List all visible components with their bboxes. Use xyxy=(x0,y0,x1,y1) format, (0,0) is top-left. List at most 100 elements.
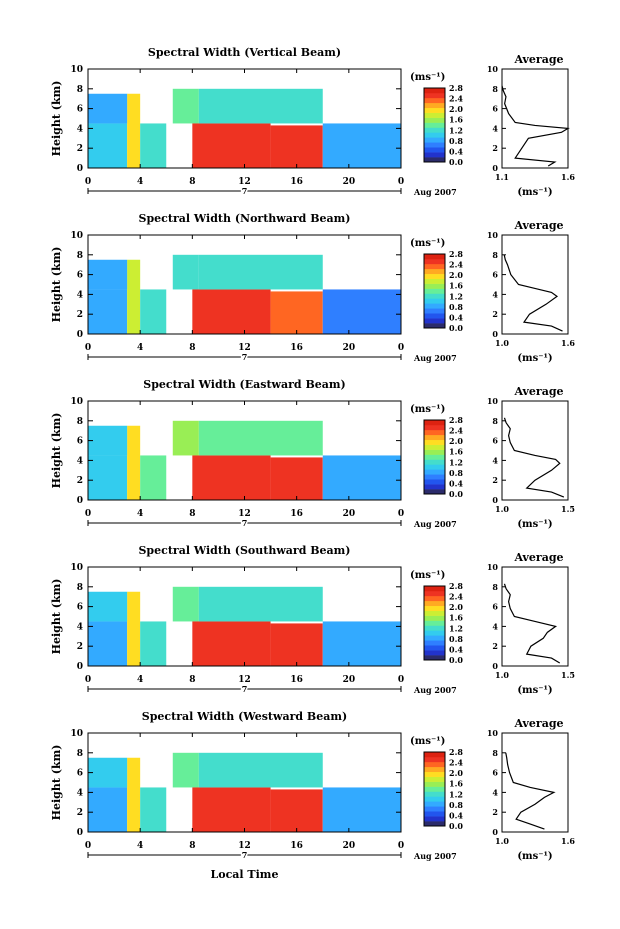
average-x-label: (ms⁻¹) xyxy=(517,851,552,862)
colorbar-segment xyxy=(424,293,445,299)
y-axis-label: Height (km) xyxy=(50,579,63,655)
x-tick-label: 20 xyxy=(343,841,356,851)
x-tick-label: 16 xyxy=(290,343,303,353)
average-x-tick-label: 1.6 xyxy=(561,172,575,182)
colorbar-tick-label: 2.4 xyxy=(449,260,463,270)
y-tick-label: 4 xyxy=(77,456,83,466)
heatmap-cell xyxy=(192,787,271,832)
heatmap-cell xyxy=(172,420,199,456)
colorbar-segment xyxy=(424,147,445,153)
colorbar-segment xyxy=(424,811,445,817)
y-tick-label: 0 xyxy=(77,496,83,506)
average-x-tick-label: 1.5 xyxy=(561,504,575,514)
date-label: Aug 2007 xyxy=(413,851,457,861)
average-profile-panel: Average 0 2 4 6 8 10 1.0 1.6 (ms⁻¹) xyxy=(487,219,576,364)
colorbar-segment xyxy=(424,429,445,436)
colorbar-tick-label: 2.4 xyxy=(449,426,463,436)
colorbar-segment xyxy=(424,630,445,636)
colorbar: 0.00.40.81.21.62.02.42.8 xyxy=(423,581,463,665)
average-profile-line xyxy=(503,583,561,664)
average-profile-panel: Average 0 2 4 6 8 10 1.0 1.6 (ms⁻¹) xyxy=(487,717,576,862)
colorbar-segment xyxy=(424,88,445,94)
average-x-tick-label: 1.5 xyxy=(561,670,575,680)
average-profile-panel: Average 0 2 4 6 8 10 1.0 1.5 (ms⁻¹) xyxy=(487,385,575,530)
x-tick-label: 8 xyxy=(189,177,195,187)
x-tick-label: 4 xyxy=(137,509,143,519)
day-label: 7 xyxy=(242,352,248,362)
colorbar-tick-label: 0.0 xyxy=(449,655,463,665)
average-profile-panel: Average 0 2 4 6 8 10 1.1 1.6 (ms⁻¹) xyxy=(487,53,576,198)
average-y-tick-label: 0 xyxy=(492,495,498,505)
heatmap-cell xyxy=(192,123,271,168)
heatmap-cell xyxy=(88,259,128,290)
colorbar-tick-label: 2.8 xyxy=(449,581,463,591)
colorbar-segment xyxy=(424,756,445,763)
day-label: 7 xyxy=(242,518,248,528)
average-y-tick-label: 4 xyxy=(492,289,498,299)
x-tick-label: 0 xyxy=(85,509,91,519)
colorbar-segment xyxy=(424,268,445,275)
colorbar-tick-label: 1.6 xyxy=(449,613,463,623)
heatmap-cell xyxy=(140,455,167,500)
colorbar-segment xyxy=(424,424,445,431)
colorbar: 0.00.40.81.21.62.02.42.8 xyxy=(423,747,463,831)
average-y-tick-label: 2 xyxy=(492,143,498,153)
colorbar-tick-label: 2.8 xyxy=(449,415,463,425)
average-frame xyxy=(501,68,569,169)
colorbar-segment xyxy=(424,420,445,426)
y-tick-label: 10 xyxy=(70,563,83,573)
colorbar-segment xyxy=(424,771,445,777)
heatmap-cell xyxy=(140,621,167,666)
heatmap-cell xyxy=(198,586,323,622)
average-frame xyxy=(501,400,569,501)
panel-5: Spectral Width (Westward Beam)0 4 8 12 16 20 0… xyxy=(50,710,575,862)
average-x-label: (ms⁻¹) xyxy=(517,353,552,364)
heatmap-cells xyxy=(88,420,401,500)
average-y-tick-label: 0 xyxy=(492,163,498,173)
heatmap-cell xyxy=(172,88,199,124)
colorbar-segment xyxy=(424,107,445,113)
colorbar: 0.00.40.81.21.62.02.42.8 xyxy=(423,249,463,333)
average-y-tick-label: 10 xyxy=(487,562,499,572)
day-label: 7 xyxy=(242,684,248,694)
colorbar-segment xyxy=(424,600,445,607)
colorbar-segment xyxy=(424,303,445,309)
panel-title: Spectral Width (Southward Beam) xyxy=(138,544,350,557)
x-tick-label: 0 xyxy=(398,841,404,851)
y-tick-label: 4 xyxy=(77,788,83,798)
average-y-tick-label: 0 xyxy=(492,661,498,671)
colorbar-tick-label: 0.4 xyxy=(449,312,463,322)
x-tick-label: 4 xyxy=(137,177,143,187)
average-x-tick-label: 1.1 xyxy=(495,172,509,182)
x-tick-label: 20 xyxy=(343,177,356,187)
colorbar-segment xyxy=(424,791,445,797)
y-tick-label: 8 xyxy=(77,251,83,261)
heatmap-cell xyxy=(198,752,323,788)
average-profile-panel: Average 0 2 4 6 8 10 1.0 1.5 (ms⁻¹) xyxy=(487,551,575,696)
date-label: Aug 2007 xyxy=(413,353,457,363)
x-tick-label: 0 xyxy=(85,177,91,187)
colorbar-segment xyxy=(424,434,445,441)
average-y-tick-label: 2 xyxy=(492,807,498,817)
heatmap-cell xyxy=(127,425,141,500)
colorbar-segment xyxy=(424,288,445,294)
y-tick-label: 10 xyxy=(70,231,83,241)
colorbar-segment xyxy=(424,469,445,475)
y-tick-label: 0 xyxy=(77,662,83,672)
average-x-tick-label: 1.0 xyxy=(495,836,509,846)
colorbar-segment xyxy=(424,645,445,651)
colorbar-tick-label: 0.8 xyxy=(449,302,463,312)
average-y-tick-label: 10 xyxy=(487,728,499,738)
average-profile-line xyxy=(503,417,565,498)
colorbar-segment xyxy=(424,816,445,822)
colorbar-segment xyxy=(424,595,445,602)
colorbar-segment xyxy=(424,439,445,445)
colorbar-segment xyxy=(424,640,445,646)
heatmap-cell xyxy=(270,457,323,500)
heatmap-cell xyxy=(192,621,271,666)
average-y-tick-label: 4 xyxy=(492,455,498,465)
colorbar-tick-label: 1.6 xyxy=(449,281,463,291)
heatmap-cell xyxy=(270,291,323,334)
colorbar-tick-label: 1.2 xyxy=(449,125,463,135)
